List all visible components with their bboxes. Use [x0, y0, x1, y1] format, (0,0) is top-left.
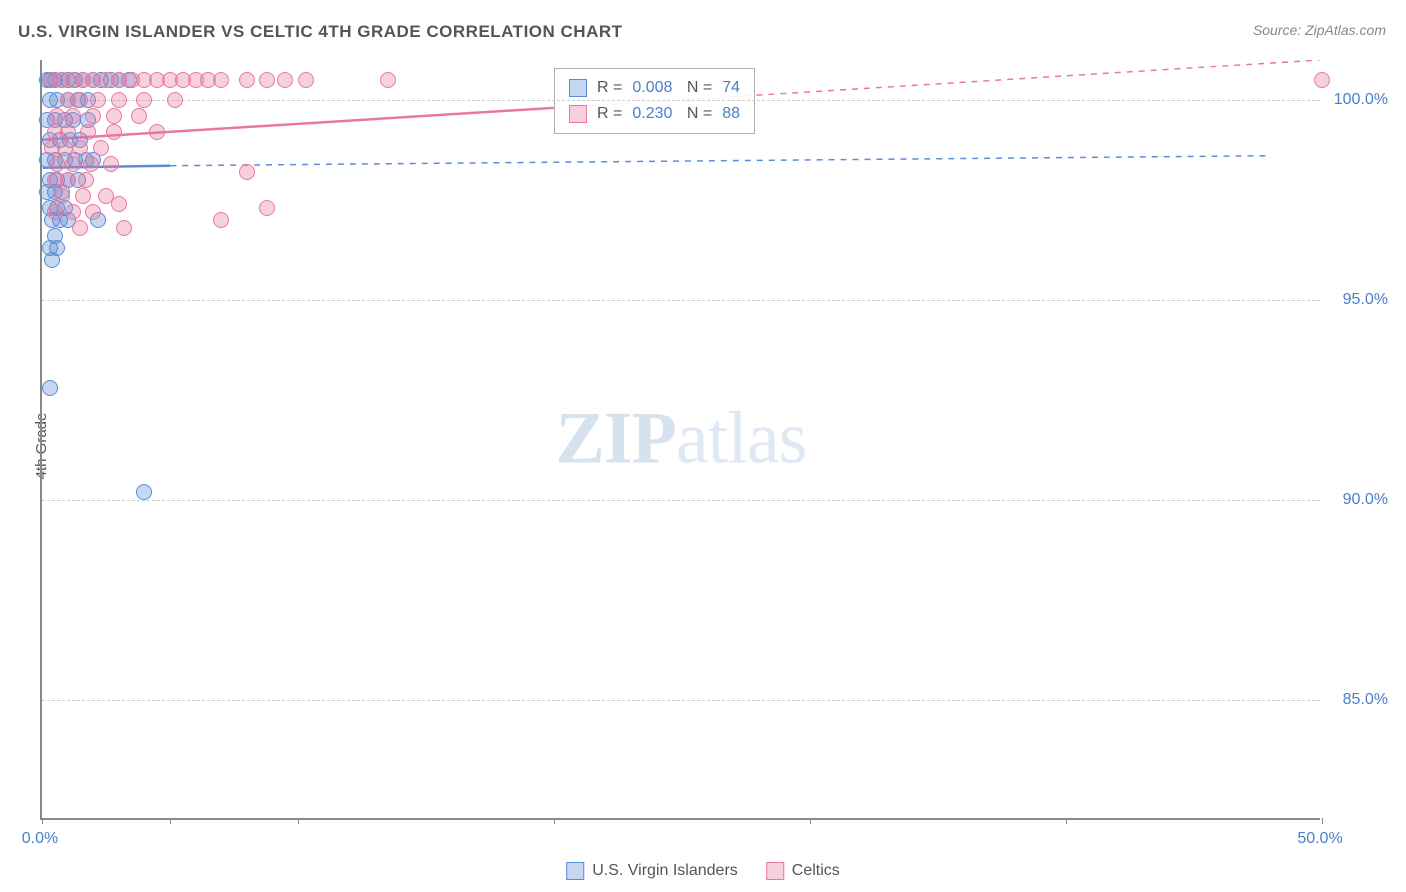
- legend-n-value: 74: [722, 75, 740, 101]
- trend-svg: [42, 60, 1320, 818]
- legend-n-value: 88: [722, 101, 740, 127]
- gridline-h: [42, 300, 1320, 301]
- data-point: [72, 92, 88, 108]
- legend-row: R = 0.008 N = 74: [569, 75, 740, 101]
- legend-swatch: [569, 79, 587, 97]
- data-point: [49, 108, 65, 124]
- x-tick: [554, 818, 555, 824]
- data-point: [72, 220, 88, 236]
- data-point: [213, 72, 229, 88]
- data-point: [65, 204, 81, 220]
- data-point: [298, 72, 314, 88]
- legend-row: R = 0.230 N = 88: [569, 101, 740, 127]
- data-point: [116, 220, 132, 236]
- legend-n-label: N =: [682, 75, 712, 101]
- data-point: [136, 92, 152, 108]
- data-point: [80, 124, 96, 140]
- legend-item: U.S. Virgin Islanders: [566, 862, 738, 880]
- data-point: [239, 164, 255, 180]
- legend-label: Celtics: [792, 862, 840, 880]
- legend-swatch: [766, 862, 784, 880]
- data-point: [54, 188, 70, 204]
- data-point: [111, 92, 127, 108]
- y-tick-label: 100.0%: [1334, 91, 1388, 109]
- watermark: ZIPatlas: [556, 397, 807, 482]
- data-point: [85, 204, 101, 220]
- data-point: [1314, 72, 1330, 88]
- data-point: [44, 252, 60, 268]
- data-point: [78, 172, 94, 188]
- watermark-atlas: atlas: [676, 398, 807, 480]
- correlation-legend: R = 0.008 N = 74 R = 0.230 N = 88: [554, 68, 755, 134]
- data-point: [380, 72, 396, 88]
- legend-item: Celtics: [766, 862, 840, 880]
- data-point: [75, 188, 91, 204]
- legend-r-label: R =: [597, 101, 622, 127]
- legend-swatch: [569, 105, 587, 123]
- x-tick: [1322, 818, 1323, 824]
- data-point: [93, 140, 109, 156]
- data-point: [106, 108, 122, 124]
- data-point: [65, 156, 81, 172]
- data-point: [213, 212, 229, 228]
- legend-r-value: 0.230: [632, 101, 672, 127]
- x-tick-label: 0.0%: [22, 830, 58, 848]
- x-tick: [42, 818, 43, 824]
- x-tick: [1066, 818, 1067, 824]
- data-point: [57, 140, 73, 156]
- watermark-zip: ZIP: [556, 398, 676, 480]
- data-point: [49, 156, 65, 172]
- data-point: [259, 200, 275, 216]
- data-point: [106, 124, 122, 140]
- data-point: [65, 108, 81, 124]
- series-legend: U.S. Virgin Islanders Celtics: [566, 862, 840, 880]
- chart-title: U.S. VIRGIN ISLANDER VS CELTIC 4TH GRADE…: [18, 22, 623, 42]
- data-point: [239, 72, 255, 88]
- data-point: [103, 156, 119, 172]
- x-tick-label: 50.0%: [1297, 830, 1342, 848]
- y-tick-label: 85.0%: [1343, 691, 1388, 709]
- x-tick: [298, 818, 299, 824]
- gridline-h: [42, 500, 1320, 501]
- data-point: [131, 108, 147, 124]
- legend-swatch: [566, 862, 584, 880]
- data-point: [47, 204, 63, 220]
- data-point: [111, 196, 127, 212]
- legend-r-value: 0.008: [632, 75, 672, 101]
- y-tick-label: 90.0%: [1343, 491, 1388, 509]
- legend-r-label: R =: [597, 75, 622, 101]
- data-point: [167, 92, 183, 108]
- data-point: [259, 72, 275, 88]
- plot-area: ZIPatlas R = 0.008 N = 74 R = 0.230 N = …: [40, 60, 1320, 820]
- x-tick: [810, 818, 811, 824]
- data-point: [85, 108, 101, 124]
- legend-label: U.S. Virgin Islanders: [592, 862, 738, 880]
- data-point: [90, 92, 106, 108]
- gridline-h: [42, 700, 1320, 701]
- x-tick: [170, 818, 171, 824]
- data-point: [136, 484, 152, 500]
- data-point: [60, 124, 76, 140]
- data-point: [72, 140, 88, 156]
- data-point: [149, 124, 165, 140]
- data-point: [83, 156, 99, 172]
- legend-n-label: N =: [682, 101, 712, 127]
- source-attribution: Source: ZipAtlas.com: [1253, 22, 1386, 38]
- data-point: [277, 72, 293, 88]
- data-point: [42, 380, 58, 396]
- gridline-h: [42, 100, 1320, 101]
- data-point: [60, 172, 76, 188]
- y-tick-label: 95.0%: [1343, 291, 1388, 309]
